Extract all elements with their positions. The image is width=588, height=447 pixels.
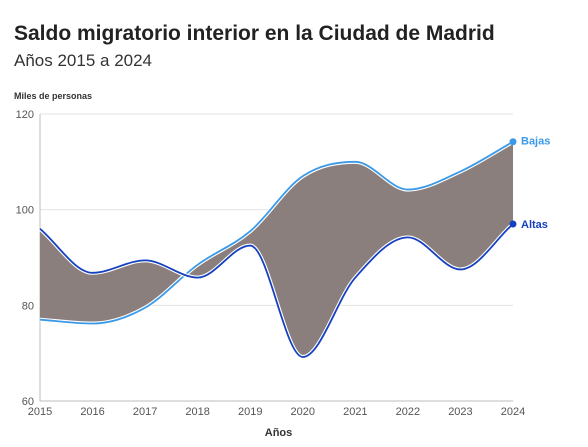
x-tick-label: 2020 xyxy=(291,406,315,418)
y-axis-label: Miles de personas xyxy=(14,91,92,101)
x-tick-label: 2015 xyxy=(28,406,52,418)
y-tick-label: 80 xyxy=(22,300,34,312)
y-tick-label: 120 xyxy=(16,109,34,121)
series-end-marker-altas xyxy=(509,220,517,228)
y-tick-label: 100 xyxy=(16,205,34,217)
x-tick-label: 2022 xyxy=(396,406,420,418)
series-label-altas: Altas xyxy=(521,219,548,231)
series-line-bajas xyxy=(39,140,514,325)
series-end-marker-bajas xyxy=(509,138,517,146)
x-tick-label: 2018 xyxy=(185,406,209,418)
y-tick-label: 60 xyxy=(22,396,34,408)
x-tick-label: 2016 xyxy=(80,406,104,418)
x-tick-label: 2021 xyxy=(343,406,367,418)
x-tick-label: 2017 xyxy=(133,406,157,418)
series-label-bajas: Bajas xyxy=(521,136,550,148)
x-tick-label: 2023 xyxy=(448,406,472,418)
series-line-altas xyxy=(39,223,514,358)
chart-subtitle: Años 2015 a 2024 xyxy=(14,51,153,70)
x-tick-label: 2019 xyxy=(238,406,262,418)
x-axis-label: Años xyxy=(265,427,293,439)
between-series-area xyxy=(40,141,513,357)
x-tick-label: 2024 xyxy=(501,406,525,418)
chart-title: Saldo migratorio interior en la Ciudad d… xyxy=(14,22,495,45)
